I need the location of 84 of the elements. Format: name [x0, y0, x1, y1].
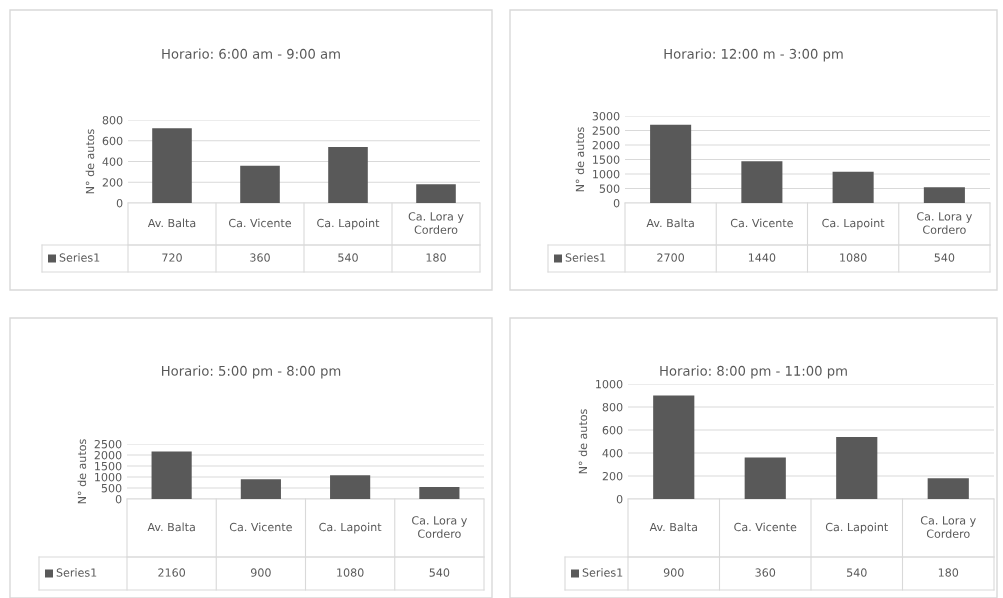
bar [240, 165, 280, 203]
x-tick-label: Av. Balta [147, 522, 195, 532]
data-label: 540 [847, 568, 867, 577]
y-tick-label: 200 [602, 471, 623, 481]
bar [328, 146, 368, 203]
y-axis-title: N° de autos [77, 439, 87, 504]
y-tick-label: 1500 [95, 461, 122, 471]
bar [419, 487, 460, 499]
bar [741, 161, 783, 203]
data-label: 2160 [158, 568, 186, 577]
chart-title: Horario: 5:00 pm - 8:00 pm [162, 365, 341, 379]
x-tick-label: Ca. Vicente [229, 218, 292, 228]
bar [927, 478, 969, 499]
y-tick-label: 0 [616, 494, 623, 504]
data-label: 180 [938, 568, 959, 577]
y-tick-label: 500 [101, 483, 122, 493]
bar [832, 171, 874, 203]
y-axis-title: N° de autos [578, 409, 588, 474]
y-tick-label: 3000 [592, 111, 620, 121]
data-label: 2700 [657, 253, 685, 262]
x-tick-label: Ca. Lora y Cordero [920, 516, 976, 538]
y-tick-label: 0 [613, 198, 620, 208]
x-tick-label: Ca. Lora y Cordero [408, 212, 464, 234]
y-tick-label: 2000 [592, 140, 620, 150]
y-tick-label: 2000 [94, 450, 122, 460]
bar [330, 475, 371, 499]
y-tick-label: 800 [602, 402, 623, 412]
y-tick-label: 400 [102, 157, 123, 166]
data-label: 1080 [840, 253, 867, 262]
x-tick-label: Ca. Lapoint [319, 522, 382, 534]
bar [152, 128, 192, 203]
bar [151, 451, 192, 499]
y-axis-title: N° de autos [575, 127, 585, 192]
data-label: 360 [755, 568, 776, 577]
data-label: 360 [250, 253, 270, 262]
legend-label: Series1 [56, 568, 97, 577]
x-tick-label: Ca. Lapoint [822, 218, 885, 230]
x-tick-label: Ca. Vicente [730, 218, 793, 228]
bar [240, 479, 281, 499]
y-tick-label: 1000 [95, 472, 122, 482]
x-tick-label: Ca. Lapoint [825, 522, 888, 534]
bar [836, 436, 878, 499]
x-tick-label: Ca. Lora y Cordero [917, 212, 972, 234]
legend-label: Series1 [582, 568, 623, 577]
y-tick-label: 0 [115, 494, 122, 504]
y-axis-title: N° de autos [85, 129, 95, 194]
data-label: 540 [934, 253, 955, 262]
x-tick-label: Av. Balta [646, 218, 694, 228]
y-tick-label: 2500 [94, 439, 122, 449]
data-label: 540 [429, 568, 450, 577]
bar [416, 184, 456, 203]
y-tick-label: 600 [102, 136, 123, 146]
x-tick-label: Ca. Vicente [734, 522, 797, 532]
y-tick-label: 0 [116, 198, 123, 208]
x-tick-label: Ca. Vicente [229, 522, 292, 532]
bar [923, 187, 965, 203]
data-label: 900 [663, 568, 684, 577]
y-tick-label: 1000 [593, 169, 620, 179]
data-label: 1440 [748, 253, 776, 262]
y-tick-label: 500 [599, 184, 620, 193]
y-tick-label: 1500 [593, 155, 620, 164]
bar [744, 457, 786, 499]
y-tick-label: 2500 [592, 126, 620, 135]
x-tick-label: Ca. Lora y Cordero [412, 516, 467, 538]
chart-title: Horario: 12:00 m - 3:00 pm [664, 48, 843, 62]
y-tick-label: 600 [602, 425, 623, 435]
legend-label: Series1 [565, 253, 606, 262]
y-tick-label: 400 [602, 448, 623, 458]
bar [653, 395, 695, 499]
bar [650, 124, 692, 203]
data-label: 1080 [337, 568, 364, 577]
data-label: 540 [338, 253, 358, 262]
chart-title: Horario: 8:00 pm - 11:00 pm [660, 365, 847, 379]
x-tick-label: Ca. Lapoint [317, 218, 380, 230]
x-tick-label: Av. Balta [649, 522, 697, 532]
y-tick-label: 1000 [596, 379, 623, 389]
y-tick-label: 200 [102, 178, 123, 187]
data-label: 900 [250, 568, 271, 577]
data-label: 720 [162, 253, 182, 262]
x-tick-label: Av. Balta [147, 218, 196, 228]
y-tick-label: 800 [102, 115, 123, 125]
legend-label: Series1 [59, 253, 100, 262]
data-label: 180 [426, 253, 446, 262]
chart-title: Horario: 6:00 am - 9:00 am [162, 48, 340, 59]
